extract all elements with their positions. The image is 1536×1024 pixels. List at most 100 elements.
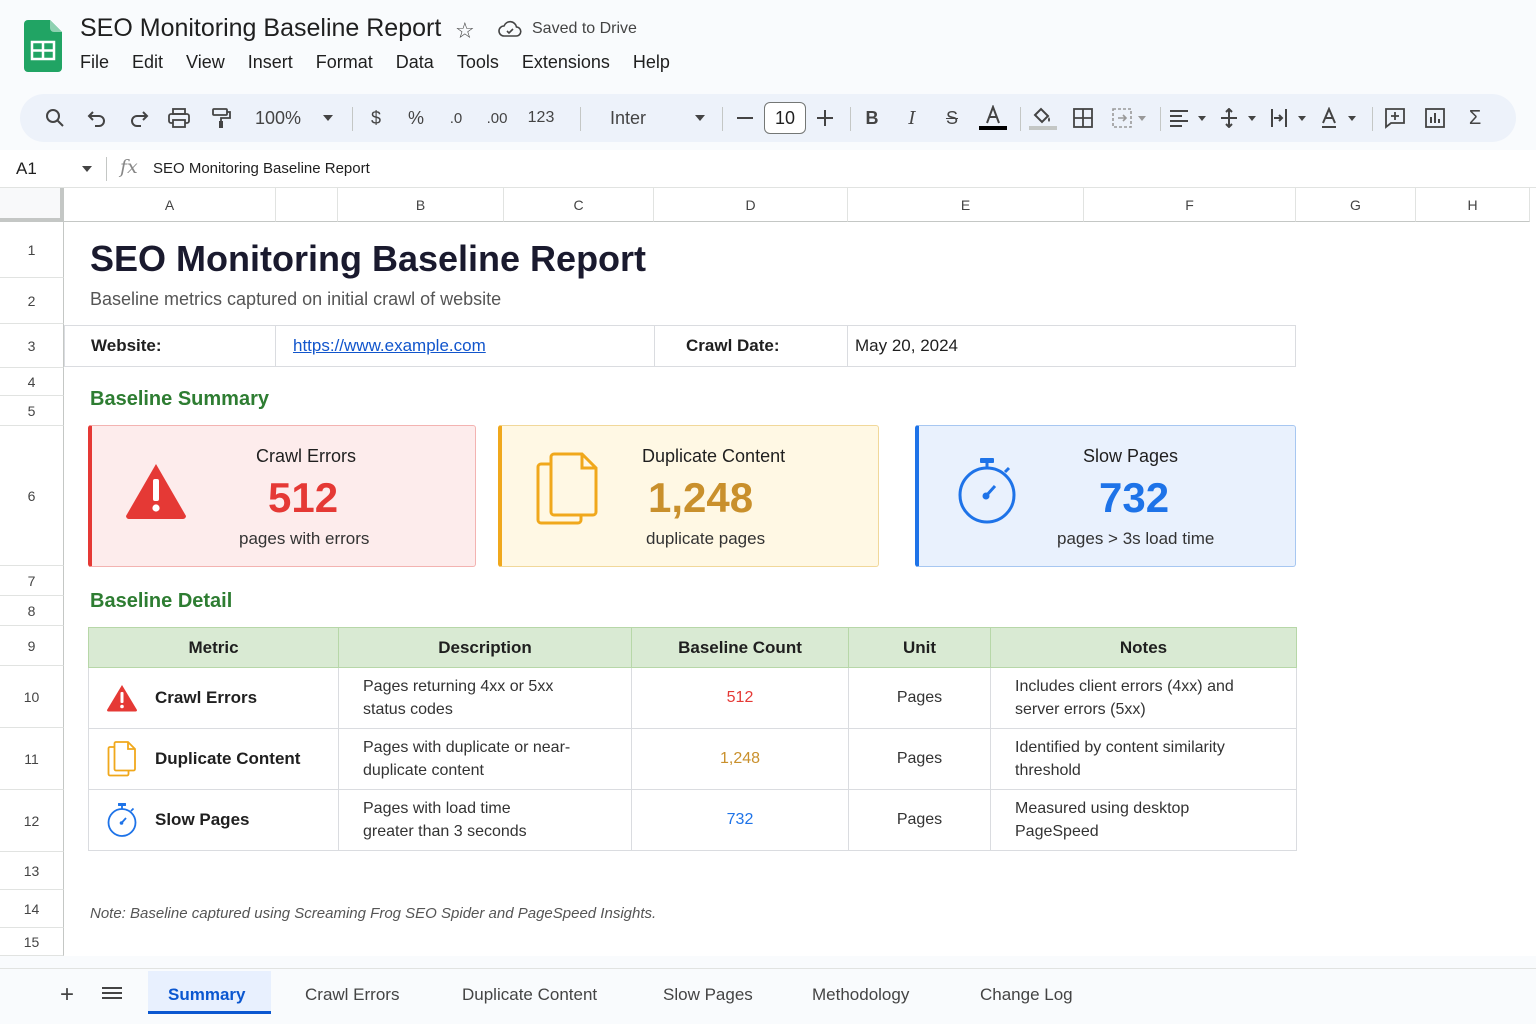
crawl-errors-card[interactable]: Crawl Errors 512 pages with errors [88,425,476,567]
font-dropdown-icon[interactable] [692,94,708,142]
duplicate-content-card[interactable]: Duplicate Content 1,248 duplicate pages [498,425,879,567]
baseline-summary-heading[interactable]: Baseline Summary [90,388,269,410]
paint-format-icon[interactable] [208,94,234,142]
text-wrapping-icon[interactable] [1268,94,1312,142]
notes-cell[interactable]: Includes client errors (4xx) and server e… [990,667,1297,729]
unit-cell[interactable]: Pages [848,667,991,729]
baseline-count-cell[interactable]: 512 [631,667,849,729]
text-rotation-icon[interactable] [1318,94,1362,142]
name-box-dropdown-icon[interactable] [82,166,92,172]
column-header-f[interactable]: F [1084,188,1296,222]
column-header-h[interactable]: H [1416,188,1530,222]
print-icon[interactable] [166,94,192,142]
metric-cell[interactable]: Duplicate Content [88,728,339,790]
vertical-align-icon[interactable] [1218,94,1262,142]
borders-icon[interactable] [1070,94,1096,142]
horizontal-align-icon[interactable] [1168,94,1212,142]
undo-icon[interactable] [84,94,110,142]
formula-input[interactable]: SEO Monitoring Baseline Report [153,160,370,177]
redo-icon[interactable] [126,94,152,142]
document-title[interactable]: SEO Monitoring Baseline Report [80,14,442,42]
more-formats-button[interactable]: 123 [524,94,558,142]
unit-cell[interactable]: Pages [848,789,991,851]
notes-cell[interactable]: Measured using desktop PageSpeed [990,789,1297,851]
name-box[interactable]: A1 [16,159,37,178]
row-header-5[interactable]: 5 [0,396,64,426]
header-description[interactable]: Description [338,627,632,668]
increase-font-size-icon[interactable] [814,94,836,142]
decrease-decimal-button[interactable]: .0 [442,94,470,142]
report-subtitle[interactable]: Baseline metrics captured on initial cra… [90,289,502,309]
row-header-11[interactable]: 11 [0,728,64,790]
header-unit[interactable]: Unit [848,627,991,668]
tab-methodology[interactable]: Methodology [812,985,910,1004]
menu-help[interactable]: Help [632,52,670,72]
row-header-7[interactable]: 7 [0,566,64,596]
unit-cell[interactable]: Pages [848,728,991,790]
menu-view[interactable]: View [186,52,225,72]
tab-change-log[interactable]: Change Log [980,985,1073,1004]
percent-format-button[interactable]: % [404,94,428,142]
row-header-10[interactable]: 10 [0,666,64,728]
add-sheet-icon[interactable]: + [60,981,75,1008]
row-header-6[interactable]: 6 [0,426,64,566]
description-cell[interactable]: Pages returning 4xx or 5xx status codes [338,667,632,729]
zoom-dropdown-icon[interactable] [320,94,336,142]
tab-slow-pages[interactable]: Slow Pages [663,985,753,1004]
website-link[interactable]: https://www.example.com [293,336,486,355]
menu-file[interactable]: File [80,52,110,72]
website-cell[interactable]: https://www.example.com [275,325,655,367]
header-notes[interactable]: Notes [990,627,1297,668]
website-label[interactable]: Website: [64,325,276,367]
slow-pages-card[interactable]: Slow Pages 732 pages > 3s load time [915,425,1296,567]
star-icon[interactable]: ☆ [455,18,475,43]
font-size-input[interactable]: 10 [764,102,806,134]
row-header-2[interactable]: 2 [0,278,64,324]
tab-summary[interactable]: Summary [168,985,246,1004]
menu-insert[interactable]: Insert [247,52,293,72]
italic-icon[interactable]: I [908,107,916,129]
select-all-corner[interactable] [0,188,64,222]
menu-data[interactable]: Data [395,52,434,72]
insert-chart-icon[interactable] [1422,94,1448,142]
column-header-d[interactable]: D [654,188,848,222]
crawl-date-value[interactable]: May 20, 2024 [847,325,1296,367]
notes-cell[interactable]: Identified by content similarity threshol… [990,728,1297,790]
bold-icon[interactable]: B [865,107,879,128]
search-icon[interactable] [42,94,68,142]
menu-extensions[interactable]: Extensions [521,52,610,72]
tab-crawl-errors[interactable]: Crawl Errors [305,985,400,1004]
metric-cell[interactable]: Crawl Errors [88,667,339,729]
fill-color-icon[interactable] [1028,94,1058,142]
save-status[interactable]: Saved to Drive [498,20,637,38]
row-header-15[interactable]: 15 [0,928,64,956]
decrease-font-size-icon[interactable] [734,94,756,142]
strikethrough-icon[interactable]: S [945,107,958,128]
merge-cells-icon[interactable] [1110,94,1150,142]
column-header-e[interactable]: E [848,188,1084,222]
currency-format-button[interactable]: $ [366,94,386,142]
font-select[interactable]: Inter [596,94,660,142]
row-header-3[interactable]: 3 [0,324,64,368]
row-header-1[interactable]: 1 [0,222,64,278]
column-header-a[interactable]: A [64,188,276,222]
report-title[interactable]: SEO Monitoring Baseline Report [90,238,647,279]
row-header-9[interactable]: 9 [0,626,64,666]
row-header-14[interactable]: 14 [0,890,64,928]
insert-comment-icon[interactable] [1382,94,1408,142]
sheets-logo-icon[interactable] [24,20,62,72]
menu-format[interactable]: Format [315,52,373,72]
tab-duplicate-content[interactable]: Duplicate Content [462,985,598,1004]
row-header-13[interactable]: 13 [0,852,64,890]
zoom-select[interactable]: 100% [248,94,308,142]
text-color-icon[interactable] [978,94,1008,142]
crawl-date-label[interactable]: Crawl Date: [654,325,848,367]
menu-tools[interactable]: Tools [456,52,499,72]
column-header-c[interactable]: C [504,188,654,222]
header-baseline-count[interactable]: Baseline Count [631,627,849,668]
menu-edit[interactable]: Edit [132,52,164,72]
column-header-spacer[interactable] [276,188,338,222]
row-header-8[interactable]: 8 [0,596,64,626]
baseline-count-cell[interactable]: 732 [631,789,849,851]
footnote[interactable]: Note: Baseline captured using Screaming … [90,905,657,922]
